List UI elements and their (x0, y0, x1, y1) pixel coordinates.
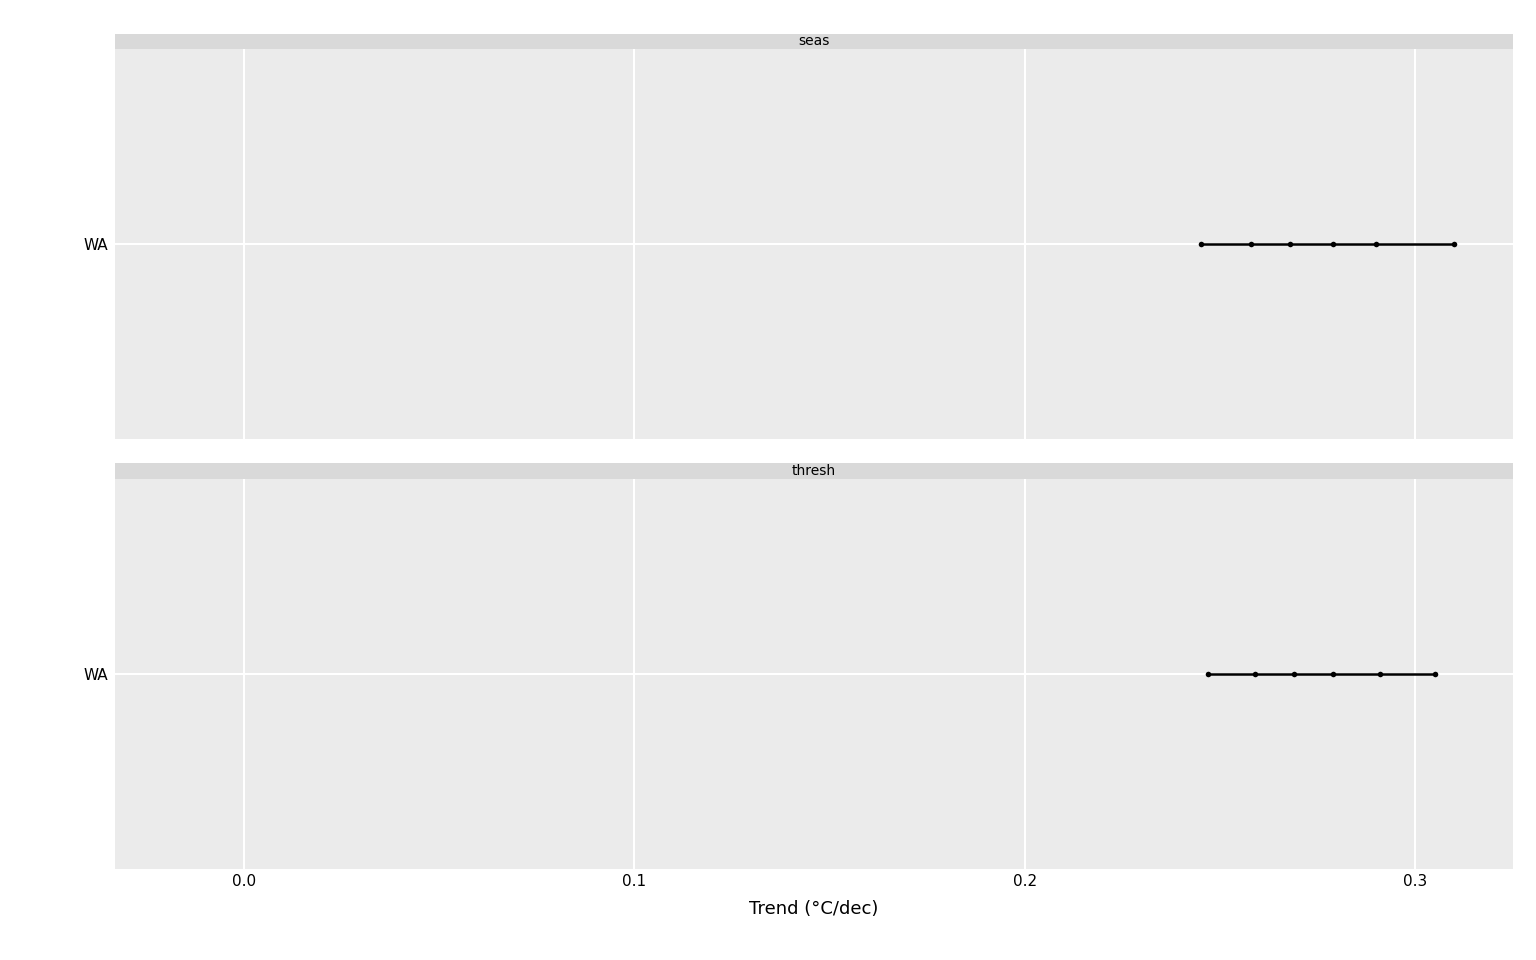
Point (1189, 236, 1213, 252)
Point (1240, 236, 1264, 252)
Point (1321, 666, 1346, 682)
Text: seas: seas (799, 35, 829, 48)
Point (1278, 236, 1303, 252)
Point (1243, 666, 1267, 682)
Point (1422, 666, 1447, 682)
Point (1364, 236, 1389, 252)
Point (1369, 666, 1393, 682)
Text: thresh: thresh (793, 464, 836, 478)
Point (1442, 236, 1467, 252)
Point (1283, 666, 1307, 682)
Point (1321, 236, 1346, 252)
Point (1197, 666, 1221, 682)
X-axis label: Trend (°C/dec): Trend (°C/dec) (750, 900, 879, 919)
